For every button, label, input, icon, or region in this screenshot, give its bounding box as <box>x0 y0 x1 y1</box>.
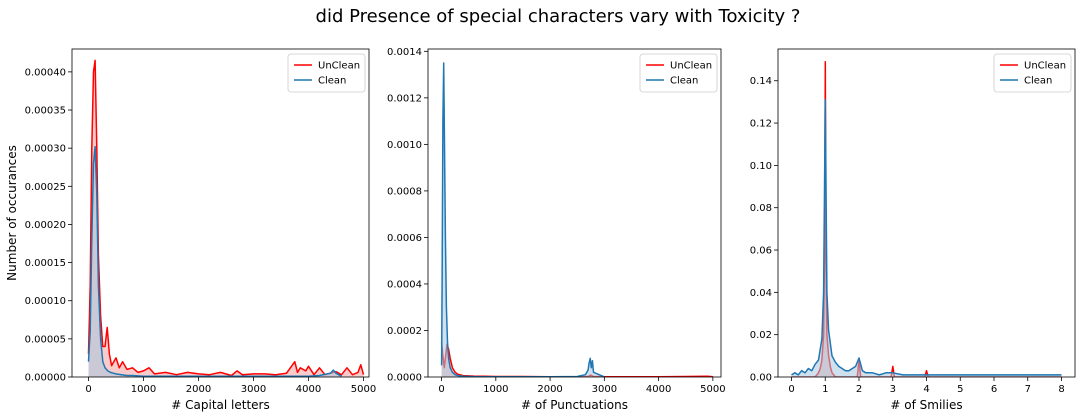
x-tick-label: 6 <box>991 384 997 395</box>
y-tick-label: 0.00005 <box>25 334 66 345</box>
subplot-1: 0 1000 2000 3000 4000 5000 0.00000 0.00005 0.000… <box>5 48 376 412</box>
x-tick-label: 0 <box>438 384 444 395</box>
x-tick-label: 8 <box>1058 384 1064 395</box>
figure-title: did Presence of special characters vary … <box>316 6 801 27</box>
y-tick-label: 0.06 <box>750 246 772 257</box>
y-tick-label: 0.0014 <box>387 47 422 58</box>
y-tick-label: 0.00000 <box>25 373 66 384</box>
y-tick-label: 0.0004 <box>387 279 422 290</box>
x-axis-label: # Capital letters <box>171 398 269 412</box>
x-tick-label: 2000 <box>186 384 211 395</box>
legend: UnClean Clean <box>993 53 1072 93</box>
x-tick-label: 2 <box>856 384 862 395</box>
x-tick-label: 3000 <box>592 384 617 395</box>
x-tick-label: 0 <box>85 384 91 395</box>
series-fill-clean <box>441 63 605 377</box>
legend-box <box>993 53 1072 93</box>
x-tick-label: 1000 <box>483 384 508 395</box>
x-tick-label: 1000 <box>131 384 156 395</box>
legend: UnClean Clean <box>639 53 718 93</box>
y-tick-label: 0.10 <box>750 161 772 172</box>
series-fill-unclean <box>441 342 713 377</box>
legend-label-unclean: UnClean <box>670 61 712 72</box>
y-tick-label: 0.00030 <box>25 144 66 155</box>
subplot-3: 0 1 2 3 4 5 6 7 8 0.00 0.02 0.04 0.06 0.08 0.10 0.12 0.1… <box>750 48 1076 412</box>
x-axis-label: # of Smilies <box>890 398 962 412</box>
y-tick-label: 0.0012 <box>387 93 422 104</box>
legend-label-unclean: UnClean <box>1024 61 1066 72</box>
y-tick-label: 0.08 <box>750 203 772 214</box>
x-tick-label: 4 <box>923 384 929 395</box>
y-tick-label: 0.14 <box>750 76 772 87</box>
y-tick-label: 0.0000 <box>387 373 422 384</box>
y-tick-label: 0.04 <box>750 288 772 299</box>
series-line-unclean <box>87 59 365 377</box>
series-line-unclean <box>440 342 713 377</box>
x-tick-label: 5000 <box>700 384 725 395</box>
series-fill-unclean <box>791 61 1062 377</box>
x-axis-label: # of Punctuations <box>521 398 628 412</box>
x-tick-label: 3 <box>890 384 896 395</box>
series-line-unclean <box>791 60 1062 377</box>
legend-box <box>639 53 718 93</box>
axes-frame <box>427 48 722 378</box>
y-tick-label: 0.02 <box>750 330 772 341</box>
y-tick-label: 0.0008 <box>387 186 422 197</box>
y-tick-label: 0.12 <box>750 119 772 130</box>
y-tick-label: 0.00010 <box>25 296 66 307</box>
y-tick-label: 0.0006 <box>387 233 422 244</box>
x-tick-label: 3000 <box>241 384 266 395</box>
series-line-clean <box>791 99 1062 376</box>
x-tick-label: 2000 <box>537 384 562 395</box>
x-tick-label: 5000 <box>351 384 376 395</box>
y-tick-label: 0.00035 <box>25 106 66 117</box>
y-tick-label: 0.00040 <box>25 67 66 78</box>
series-line-clean <box>440 62 605 377</box>
y-axis-label: Number of occurances <box>5 145 19 281</box>
legend-box <box>287 53 366 93</box>
legend: UnClean Clean <box>287 53 366 93</box>
x-tick-label: 5 <box>957 384 963 395</box>
series-fill-clean <box>791 99 1062 377</box>
y-tick-label: 0.00 <box>750 373 772 384</box>
y-tick-label: 0.00020 <box>25 220 66 231</box>
y-tick-label: 0.0002 <box>387 326 422 337</box>
x-tick-label: 0 <box>788 384 794 395</box>
y-tick-label: 0.0010 <box>387 140 422 151</box>
y-tick-label: 0.00025 <box>25 182 66 193</box>
x-tick-label: 7 <box>1025 384 1031 395</box>
subplot-2: 0 1000 2000 3000 4000 5000 0.0000 0.0002 0.0004 0… <box>387 47 726 412</box>
x-tick-label: 4000 <box>646 384 671 395</box>
series-fill-unclean <box>88 60 364 377</box>
series-line-clean <box>87 145 342 377</box>
x-tick-label: 1 <box>822 384 828 395</box>
legend-label-clean: Clean <box>318 76 346 87</box>
legend-label-unclean: UnClean <box>318 61 360 72</box>
axes-frame <box>71 48 370 378</box>
legend-label-clean: Clean <box>1024 76 1052 87</box>
legend-label-clean: Clean <box>670 76 698 87</box>
x-tick-label: 4000 <box>296 384 321 395</box>
series-fill-clean <box>88 146 342 377</box>
y-tick-label: 0.00015 <box>25 258 66 269</box>
